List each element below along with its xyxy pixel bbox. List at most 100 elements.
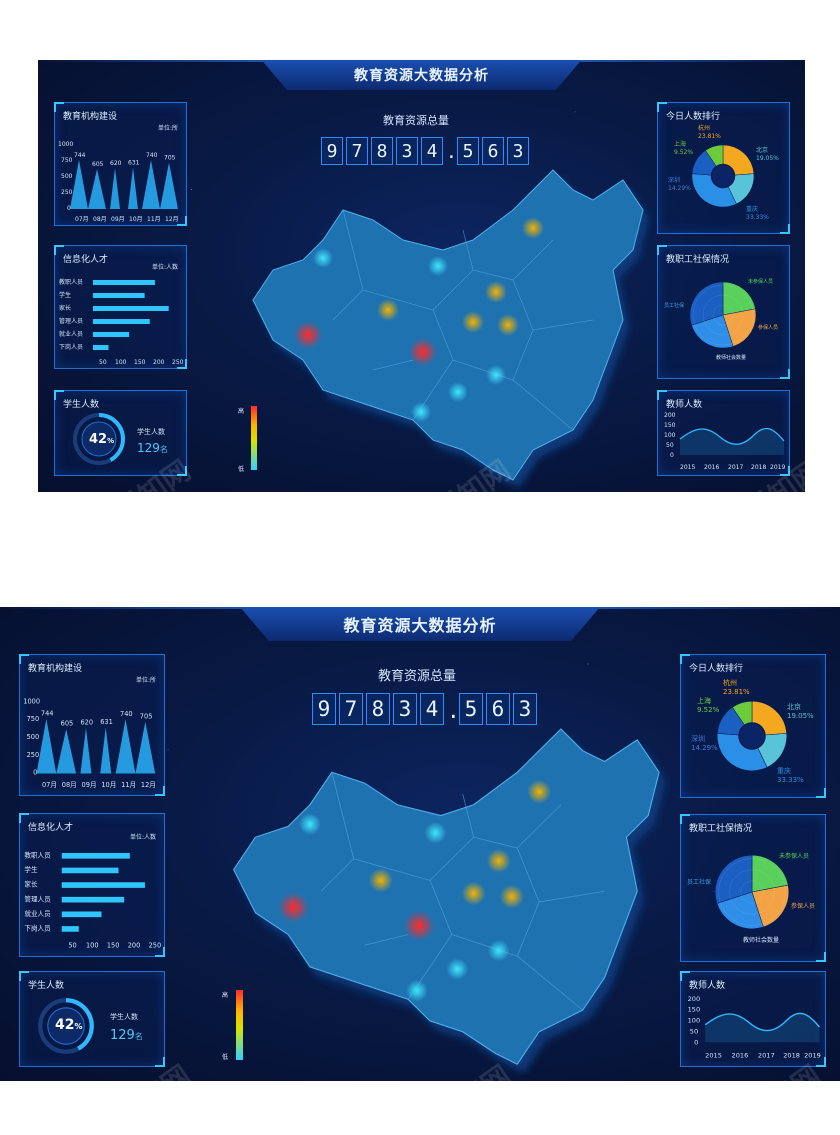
students-caption: 学生人数 xyxy=(110,1013,138,1021)
total-digit: 6 xyxy=(486,693,510,725)
ranking-panel: 今日人数排行 杭州 23.81% 北京 19.05% 重庆 33.33% 深圳 14.2… xyxy=(657,102,790,234)
hotspot-red xyxy=(403,910,435,941)
x-tick: 150 xyxy=(134,359,146,366)
institutions-chart: 1000 750 500 250 0 744 605 620 631 740 705 07… xyxy=(23,697,156,789)
heat-legend-high: 高 xyxy=(238,408,245,415)
heat-legend-high: 高 xyxy=(222,992,229,999)
talent-bar xyxy=(93,319,150,324)
total-digit: 6 xyxy=(482,137,504,165)
peak-label: 631 xyxy=(100,718,113,726)
hotspot-cyan xyxy=(428,256,448,276)
talent-row-label: 管理人员 xyxy=(24,894,51,903)
teachers-line xyxy=(704,1012,821,1032)
total-label: 教育资源总量 xyxy=(383,114,449,127)
teachers-area xyxy=(680,428,784,455)
hotspot-cyan xyxy=(299,813,321,835)
total-decimal: . xyxy=(446,142,457,163)
talent-bar xyxy=(93,293,145,298)
x-tick: 50 xyxy=(99,359,107,366)
rank-slice xyxy=(705,144,724,167)
x-tick: 10月 xyxy=(101,781,116,789)
page-title: 教育资源大数据分析 xyxy=(261,60,582,90)
rank-slice xyxy=(691,173,737,208)
hotspot-yellow xyxy=(461,881,486,906)
y-tick: 100 xyxy=(688,1017,701,1025)
y-tick: 50 xyxy=(690,1028,698,1036)
y-tick: 200 xyxy=(688,995,701,1003)
x-tick: 2016 xyxy=(732,1052,749,1060)
peak-label: 620 xyxy=(110,160,122,167)
pie-ring xyxy=(702,294,744,336)
talent-bar xyxy=(93,345,109,350)
rank-label-beijing: 北京 19.05% xyxy=(787,703,814,720)
x-tick: 250 xyxy=(149,941,162,949)
hotspot-yellow xyxy=(377,299,399,321)
social-pie xyxy=(689,281,757,349)
students-panel: 学生人数 42% 学生人数 129名 xyxy=(54,390,187,476)
donut-hole xyxy=(712,165,734,187)
talent-bar xyxy=(93,280,155,285)
institutions-panel: 教育机构建设 单位:所 1000 750 500 250 0 744 605 620… xyxy=(54,102,187,226)
talent-row-label: 教职人员 xyxy=(24,850,51,859)
x-tick: 11月 xyxy=(147,216,161,223)
total-digit: 9 xyxy=(321,137,343,165)
x-tick: 2015 xyxy=(705,1052,722,1060)
hotspot-cyan xyxy=(446,958,469,980)
talent-title: 信息化人才 xyxy=(63,255,109,265)
institution-peak xyxy=(115,719,136,774)
peak-label: 744 xyxy=(41,710,54,718)
x-tick: 2017 xyxy=(758,1052,775,1060)
rank-label-shanghai: 上海 9.52% xyxy=(674,141,694,156)
x-tick: 2019 xyxy=(804,1052,821,1060)
hotspot-yellow xyxy=(486,849,511,873)
institutions-title: 教育机构建设 xyxy=(63,112,118,122)
y-tick: 750 xyxy=(27,715,40,723)
students-caption: 学生人数 xyxy=(137,428,165,436)
teachers-title: 教师人数 xyxy=(689,981,726,991)
total-digit: 3 xyxy=(507,137,529,165)
rank-slice xyxy=(732,700,753,726)
y-tick: 250 xyxy=(27,751,40,759)
donut-hole xyxy=(739,723,765,749)
hotspot-yellow xyxy=(485,281,507,303)
peak-label: 605 xyxy=(92,161,104,168)
y-tick: 500 xyxy=(27,733,40,741)
hotspot-cyan xyxy=(406,979,428,1002)
x-tick: 150 xyxy=(107,941,120,949)
y-tick: 150 xyxy=(664,422,676,429)
talent-title: 信息化人才 xyxy=(28,823,74,833)
china-map xyxy=(233,728,666,1073)
social-label-staff: 员工社保 xyxy=(687,879,712,886)
hotspot-yellow xyxy=(462,311,484,333)
x-tick: 100 xyxy=(115,359,127,366)
talent-row-label: 教职人员 xyxy=(59,278,83,286)
institutions-unit: 单位:所 xyxy=(135,677,156,684)
y-tick: 100 xyxy=(664,432,676,439)
x-tick: 50 xyxy=(68,941,76,949)
social-panel: 教职工社保情况 未参保人员 参保人员 教师社会数量 员工社保 xyxy=(680,814,826,962)
total-label: 教育资源总量 xyxy=(378,669,457,684)
peak-label: 740 xyxy=(146,152,158,159)
talent-row-label: 就业人员 xyxy=(59,330,83,338)
ranking-title: 今日人数排行 xyxy=(689,664,744,674)
x-tick: 2018 xyxy=(751,464,766,471)
hotspot-cyan xyxy=(313,248,333,268)
pie-ring xyxy=(740,880,764,904)
total-digit: 4 xyxy=(421,137,443,165)
x-tick: 07月 xyxy=(42,781,57,789)
social-label-unins: 未参保人员 xyxy=(779,853,810,860)
social-label-teach: 教师社会数量 xyxy=(716,355,747,361)
talent-bar xyxy=(93,306,169,311)
institutions-title: 教育机构建设 xyxy=(28,664,83,674)
students-gauge xyxy=(73,413,125,465)
y-tick: 250 xyxy=(61,189,73,196)
institutions-panel: 教育机构建设 单位:所 1000 750 500 250 0 744 605 620… xyxy=(19,654,165,796)
rank-label-hangzhou: 杭州 23.81% xyxy=(723,679,750,696)
y-tick: 150 xyxy=(688,1006,701,1014)
hotspot-cyan xyxy=(448,382,468,402)
page-title: 教育资源大数据分析 xyxy=(240,607,600,641)
students-title: 学生人数 xyxy=(28,981,65,991)
institution-peak xyxy=(135,721,156,774)
